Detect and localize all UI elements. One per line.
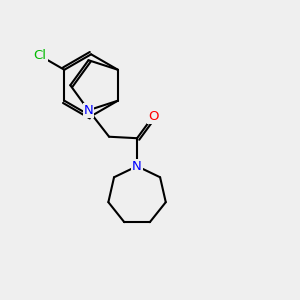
Text: N: N — [132, 160, 142, 173]
Text: O: O — [148, 110, 158, 123]
Text: N: N — [132, 160, 142, 173]
Text: N: N — [84, 104, 93, 117]
Text: Cl: Cl — [34, 49, 46, 62]
